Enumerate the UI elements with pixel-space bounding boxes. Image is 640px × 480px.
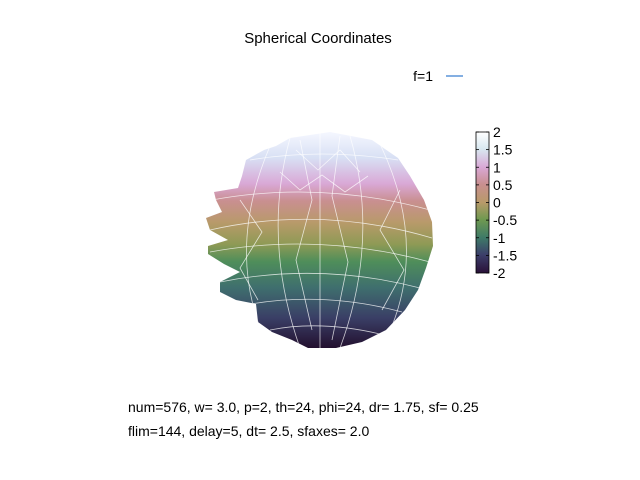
colorbar-tick-label: 0.5 <box>493 177 513 193</box>
surface-wireframe <box>209 132 433 348</box>
colorbar-tick-label: 2 <box>493 124 501 140</box>
colorbar-tick-label: -2 <box>493 265 506 281</box>
legend-entry-label: f=1 <box>413 68 433 84</box>
parameters-line-1: num=576, w= 3.0, p=2, th=24, phi=24, dr=… <box>128 399 479 415</box>
colorbar-tick-label: -1 <box>493 230 506 246</box>
colorbar-tick-label: -0.5 <box>493 212 517 228</box>
colorbar: 2 1.51 0.5 0-0.5 -1-1.5 -2 <box>475 124 517 281</box>
parameters-line-2: flim=144, delay=5, dt= 2.5, sfaxes= 2.0 <box>128 423 369 439</box>
colorbar-tick-label: 1.5 <box>493 142 513 158</box>
legend: f=1 <box>413 68 463 84</box>
colorbar-tick-label: -1.5 <box>493 247 517 263</box>
colorbar-ticks: 2 1.51 0.5 0-0.5 -1-1.5 -2 <box>476 124 517 281</box>
colorbar-tick-label: 0 <box>493 195 501 211</box>
colorbar-tick-label: 1 <box>493 159 501 175</box>
surface-fill <box>206 132 433 348</box>
spherical-surface <box>206 132 433 348</box>
chart-title: Spherical Coordinates <box>244 30 392 47</box>
